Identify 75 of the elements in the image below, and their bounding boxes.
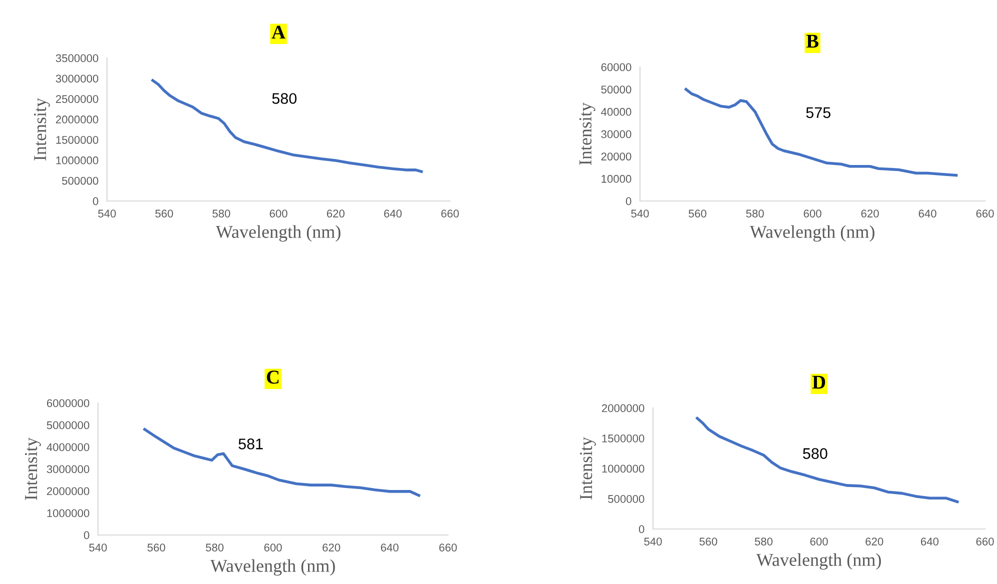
y-tick-label: 500000: [608, 495, 644, 503]
x-tick-label: 580: [754, 538, 772, 546]
y-tick-label: 1000000: [47, 509, 90, 518]
x-tick-label: 660: [976, 210, 994, 218]
x-axis-title: Wavelength (nm): [216, 225, 340, 242]
y-tick-label: 10000: [602, 174, 632, 183]
y-tick-label: 1000000: [602, 464, 644, 473]
y-tick-label: 1500000: [602, 434, 644, 442]
y-tick-label: 0: [84, 531, 90, 540]
annotation: 580: [272, 93, 297, 104]
y-tick-label: 0: [638, 525, 644, 534]
y-tick-label: 5000000: [46, 421, 90, 430]
y-tick-label: 60000: [601, 63, 632, 72]
x-tick-label: 600: [804, 210, 822, 218]
x-tick-label: 560: [688, 210, 706, 218]
chart-title: C: [266, 370, 279, 384]
x-tick-label: 640: [384, 210, 402, 218]
y-axis-title: Intensity: [579, 102, 596, 165]
x-tick-label: 640: [380, 544, 398, 552]
y-tick-label: 30000: [601, 130, 632, 138]
x-tick-label: 660: [439, 544, 457, 552]
annotation: 575: [806, 107, 830, 118]
x-tick-label: 600: [264, 544, 282, 552]
y-tick-label: 2000000: [602, 404, 644, 412]
x-tick-label: 600: [810, 538, 828, 546]
x-axis-title: Wavelength (nm): [756, 553, 881, 570]
x-tick-label: 620: [322, 544, 340, 552]
y-axis-title: Intensity: [25, 437, 41, 500]
x-tick-label: 560: [155, 210, 173, 218]
chart-title: D: [812, 376, 826, 389]
x-tick-label: 560: [700, 538, 718, 546]
x-tick-label: 540: [631, 210, 649, 218]
y-tick-label: 20000: [601, 152, 632, 160]
x-tick-label: 640: [918, 210, 936, 218]
x-axis-title: Wavelength (nm): [210, 559, 335, 576]
y-tick-label: 500000: [62, 176, 98, 185]
y-tick-label: 2500000: [56, 95, 98, 103]
y-tick-label: 3000000: [46, 465, 90, 474]
y-axis-title: Intensity: [580, 436, 596, 500]
x-tick-label: 540: [98, 210, 116, 218]
x-tick-label: 660: [976, 538, 994, 546]
line-series: [696, 416, 959, 504]
y-tick-label: 1500000: [56, 136, 98, 144]
y-tick-label: 2000000: [46, 487, 90, 496]
y-axis-title: Intensity: [34, 98, 50, 160]
x-tick-label: 600: [270, 210, 288, 218]
x-tick-label: 660: [441, 210, 459, 218]
x-tick-label: 540: [89, 544, 107, 552]
y-tick-label: 1000000: [56, 156, 98, 164]
line-series: [684, 88, 958, 177]
y-tick-label: 4000000: [46, 443, 90, 452]
x-tick-label: 580: [206, 544, 224, 552]
x-tick-label: 640: [920, 538, 938, 546]
y-tick-label: 2000000: [56, 116, 98, 124]
x-tick-label: 560: [148, 544, 166, 552]
y-tick-label: 3000000: [56, 74, 98, 83]
y-tick-label: 40000: [601, 108, 632, 116]
chart-title: B: [806, 34, 818, 48]
line-series: [151, 79, 423, 173]
y-tick-label: 50000: [601, 86, 632, 94]
annotation: 581: [238, 438, 263, 450]
x-tick-label: 620: [861, 210, 879, 218]
annotation: 580: [803, 448, 828, 459]
x-axis-title: Wavelength (nm): [750, 225, 874, 242]
y-tick-label: 0: [626, 197, 632, 206]
chart-title: A: [272, 26, 286, 39]
x-tick-label: 580: [746, 210, 764, 218]
line-series: [143, 428, 420, 497]
x-tick-label: 620: [866, 538, 884, 546]
x-tick-label: 620: [326, 210, 344, 218]
y-tick-label: 0: [92, 197, 98, 206]
x-tick-label: 580: [212, 210, 230, 218]
y-tick-label: 3500000: [56, 54, 98, 62]
x-tick-label: 540: [644, 538, 662, 546]
y-tick-label: 6000000: [46, 399, 90, 408]
